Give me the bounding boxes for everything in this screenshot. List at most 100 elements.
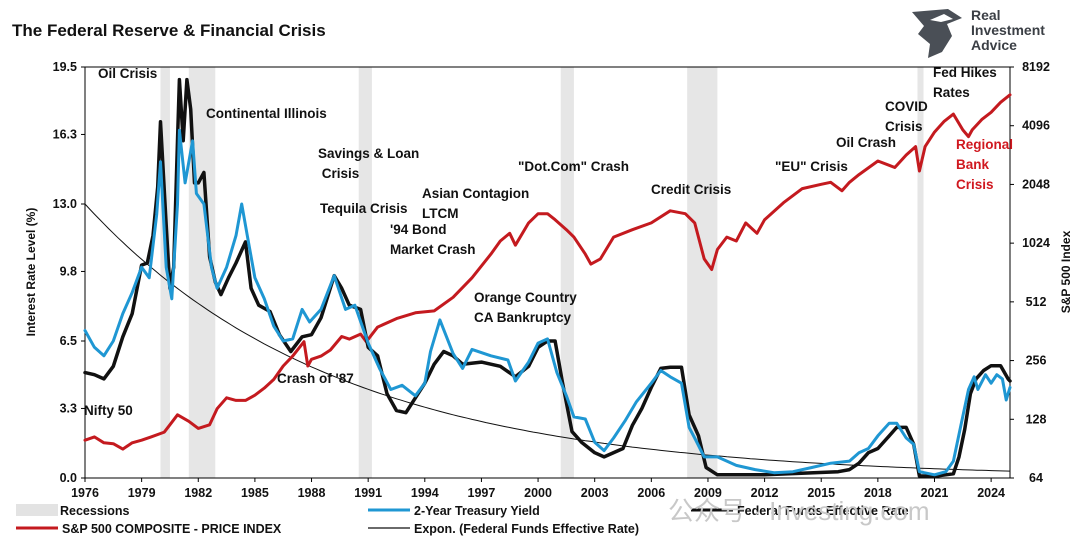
y-tick-label-5: 16.3 xyxy=(53,127,77,141)
annotation-15-line-0: Nifty 50 xyxy=(84,403,133,418)
annotation-11: Fed Hikes Rates xyxy=(933,65,997,100)
x-tick-label-3: 1985 xyxy=(241,486,269,500)
brand-line-3: Advice xyxy=(971,37,1017,53)
legend-label-0: Recessions xyxy=(60,504,130,518)
y2-tick-label-2: 256 xyxy=(1026,354,1047,368)
x-tick-label-7: 1997 xyxy=(468,486,496,500)
annotation-6: "Dot.Com" Crash xyxy=(518,159,629,174)
x-tick-label-14: 2018 xyxy=(864,486,892,500)
series-fed-funds-line xyxy=(83,77,1012,479)
x-tick-label-16: 2024 xyxy=(977,486,1005,500)
annotations: Oil Crisis Continental Illinois Savings & … xyxy=(84,65,1013,418)
annotation-11-line-1: Rates xyxy=(933,85,970,100)
annotation-12: Regional Bank Crisis xyxy=(956,137,1013,192)
x-tick-label-10: 2006 xyxy=(637,486,665,500)
annotation-0: Oil Crisis xyxy=(98,66,157,81)
annotation-1: Continental Illinois xyxy=(206,106,327,121)
plot-border xyxy=(84,66,1011,479)
annotation-12-line-0: Regional xyxy=(956,137,1013,152)
annotation-8: "EU" Crisis xyxy=(775,159,848,174)
annotation-2: Savings & Loan Crisis xyxy=(318,146,419,181)
annotation-10: COVID Crisis xyxy=(885,99,928,134)
x-tick-label-1: 1979 xyxy=(128,486,156,500)
y2-axis-label: S&P 500 Index xyxy=(1059,230,1073,313)
x-tick-label-9: 2003 xyxy=(581,486,609,500)
y2-tick-label-4: 1024 xyxy=(1022,236,1050,250)
x-tick-label-8: 2000 xyxy=(524,486,552,500)
recession-band-0 xyxy=(160,67,170,478)
annotation-3: Tequila Crisis xyxy=(320,201,408,216)
x-tick-label-6: 1994 xyxy=(411,486,439,500)
series-lines xyxy=(83,77,1012,479)
annotation-4-line-0: Asian Contagion xyxy=(422,186,529,201)
y2-tick-label-5: 2048 xyxy=(1022,177,1050,191)
annotation-11-line-0: Fed Hikes xyxy=(933,65,997,80)
annotation-6-line-0: "Dot.Com" Crash xyxy=(518,159,629,174)
annotation-2-line-0: Savings & Loan xyxy=(318,146,419,161)
annotation-2-line-1: Crisis xyxy=(318,166,359,181)
legend-label-3: S&P 500 COMPOSITE - PRICE INDEX xyxy=(62,522,282,536)
y2-tick-label-7: 8192 xyxy=(1022,60,1050,74)
annotation-12-line-1: Bank xyxy=(956,157,990,172)
annotation-5: '94 Bond Market Crash xyxy=(390,222,476,257)
annotation-7-line-0: Credit Crisis xyxy=(651,182,731,197)
annotation-4: Asian Contagion LTCM xyxy=(422,186,529,221)
x-tick-label-4: 1988 xyxy=(298,486,326,500)
x-tick-label-15: 2021 xyxy=(921,486,949,500)
series-sp500-line xyxy=(83,93,1012,451)
annotation-9: Oil Crash xyxy=(836,135,896,150)
x-tick-label-11: 2009 xyxy=(694,486,722,500)
y-tick-label-1: 3.3 xyxy=(60,401,77,415)
y2-tick-label-1: 128 xyxy=(1026,412,1047,426)
y2-tick-label-0: 64 xyxy=(1029,471,1043,485)
y-tick-label-0: 0.0 xyxy=(60,471,77,485)
legend-label-1: 2-Year Treasury Yield xyxy=(414,504,540,518)
series-2yr-treasury-line xyxy=(83,128,1012,477)
annotation-13-line-1: CA Bankruptcy xyxy=(474,310,572,325)
recession-band-3 xyxy=(560,67,574,478)
annotation-0-line-0: Oil Crisis xyxy=(98,66,157,81)
y-tick-label-6: 19.5 xyxy=(53,60,77,74)
axis-ticks: 1976 1979 1982 1985 1988 1991 1994 1997 2000 2003… xyxy=(24,60,1073,500)
annotation-10-line-1: Crisis xyxy=(885,119,923,134)
y-axis-label: Interest Rate Level (%) xyxy=(24,208,38,337)
annotation-5-line-0: '94 Bond xyxy=(390,222,446,237)
legend: Recessions 2-Year Treasury Yield Federal F… xyxy=(16,504,909,536)
y2-tick-label-3: 512 xyxy=(1026,295,1047,309)
brand-logo: Real Investment Advice xyxy=(912,7,1045,58)
annotation-14-line-0: Crash of '87 xyxy=(277,371,354,386)
brand-line-2: Investment xyxy=(971,22,1045,38)
annotation-3-line-0: Tequila Crisis xyxy=(320,201,408,216)
recession-band-4 xyxy=(687,67,718,478)
recession-bands xyxy=(160,67,924,478)
x-tick-label-2: 1982 xyxy=(184,486,212,500)
chart-title: The Federal Reserve & Financial Crisis xyxy=(12,21,326,40)
y-tick-label-3: 9.8 xyxy=(60,264,77,278)
annotation-13-line-0: Orange Country xyxy=(474,290,577,305)
annotation-12-line-2: Crisis xyxy=(956,177,994,192)
x-tick-label-12: 2012 xyxy=(751,486,779,500)
annotation-1-line-0: Continental Illinois xyxy=(206,106,327,121)
annotation-5-line-1: Market Crash xyxy=(390,242,476,257)
x-tick-label-13: 2015 xyxy=(807,486,835,500)
eagle-logo-icon xyxy=(912,9,962,58)
annotation-7: Credit Crisis xyxy=(651,182,731,197)
annotation-8-line-0: "EU" Crisis xyxy=(775,159,848,174)
brand-line-1: Real xyxy=(971,7,1001,23)
legend-label-4: Expon. (Federal Funds Effective Rate) xyxy=(414,522,639,536)
y2-tick-label-6: 4096 xyxy=(1022,119,1050,133)
x-tick-label-0: 1976 xyxy=(71,486,99,500)
annotation-4-line-1: LTCM xyxy=(422,206,459,221)
annotation-13: Orange Country CA Bankruptcy xyxy=(474,290,577,325)
plot-frame xyxy=(84,66,1011,479)
x-tick-label-5: 1991 xyxy=(354,486,382,500)
annotation-14: Crash of '87 xyxy=(277,371,354,386)
annotation-15: Nifty 50 xyxy=(84,403,133,418)
y-tick-label-4: 13.0 xyxy=(53,197,77,211)
y-tick-label-2: 6.5 xyxy=(60,334,77,348)
watermark: 公众号 · Investing.com xyxy=(668,496,930,526)
recession-band-5 xyxy=(917,67,924,478)
annotation-10-line-0: COVID xyxy=(885,99,928,114)
